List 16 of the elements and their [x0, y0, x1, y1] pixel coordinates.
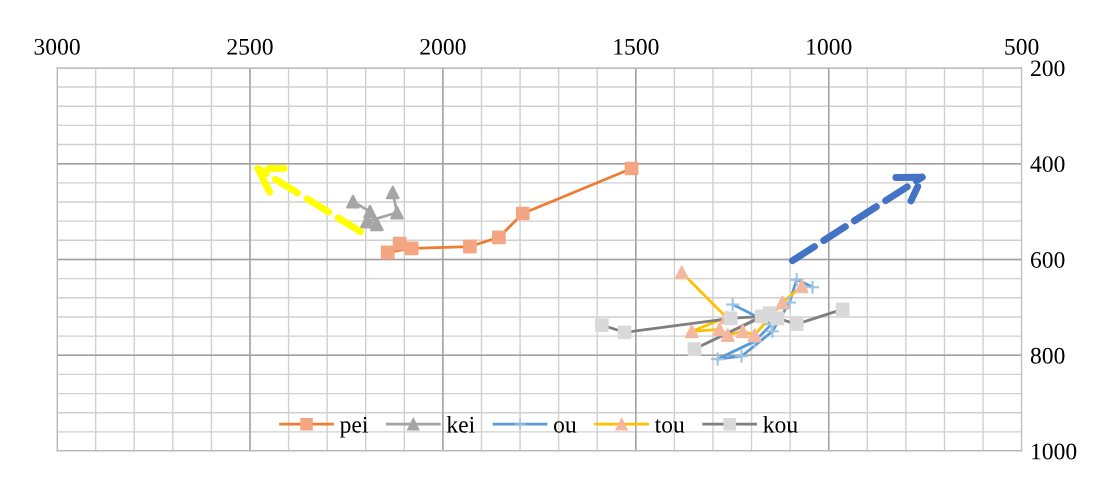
y-tick-label: 600	[1030, 251, 1065, 268]
x-tick-label: 1500	[614, 38, 659, 55]
x-tick-label: 3000	[34, 38, 80, 55]
legend-label: kei	[446, 416, 475, 433]
y-tick-label: 200	[1031, 60, 1065, 77]
x-tick-label: 500	[1005, 38, 1039, 55]
x-tick-label: 1000	[807, 38, 852, 55]
y-tick-label: 1000	[1032, 443, 1077, 460]
legend-label: kou	[763, 416, 798, 433]
legend-label: tou	[654, 419, 685, 433]
x-tick-label: 2000	[420, 38, 466, 55]
y-tick-label: 400	[1030, 156, 1065, 173]
legend-label: pei	[339, 416, 368, 438]
y-tick-label: 800	[1030, 347, 1065, 364]
x-tick-label: 2500	[227, 38, 273, 55]
legend-label: ou	[554, 421, 577, 433]
